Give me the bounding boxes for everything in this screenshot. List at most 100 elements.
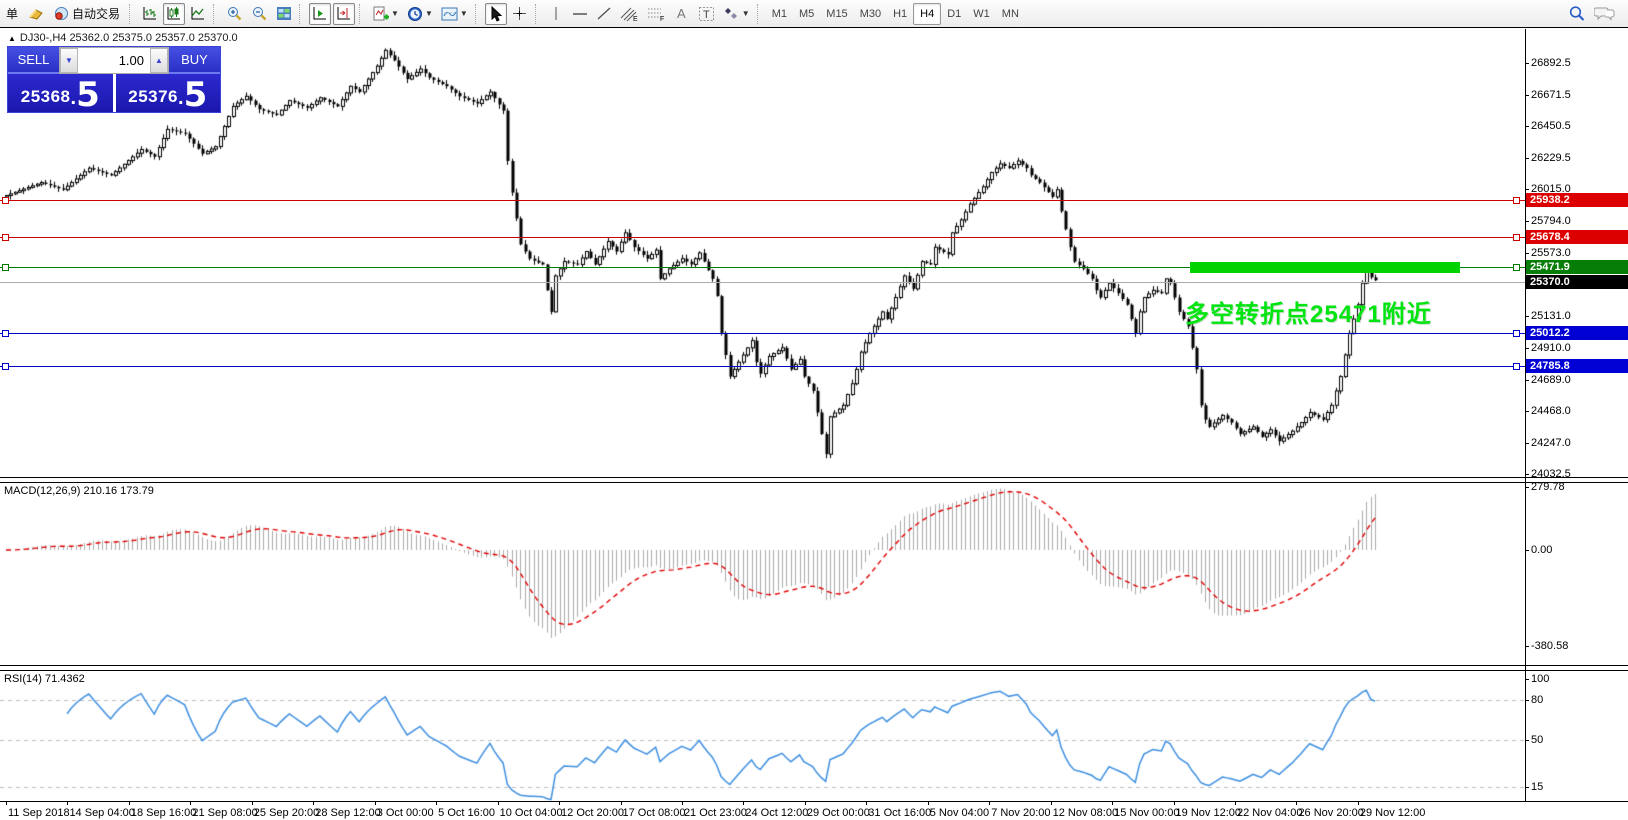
crosshair-icon[interactable] (509, 3, 531, 25)
time-tick (1173, 801, 1175, 805)
line-handle[interactable] (2, 330, 9, 337)
new-order-button[interactable]: 单 (1, 3, 23, 25)
journal-icon[interactable] (25, 3, 47, 25)
equidistant-channel-icon[interactable]: E (617, 3, 642, 25)
horizontal-level-line[interactable] (0, 200, 1525, 201)
chat-icon[interactable] (1591, 2, 1619, 24)
zoom-in-icon[interactable] (223, 3, 246, 25)
timeframe-H1[interactable]: H1 (893, 7, 908, 20)
highlight-zone[interactable] (1190, 262, 1460, 273)
time-tick (1235, 801, 1236, 805)
line-handle[interactable] (1513, 363, 1520, 370)
axis-tick-label: 26671.5 (1531, 89, 1571, 101)
axis-tick-label: -380.58 (1531, 640, 1569, 652)
timeframe-MN[interactable]: MN (1001, 7, 1019, 20)
svg-text:E: E (633, 16, 638, 22)
timeframe-M30[interactable]: M30 (859, 7, 882, 20)
line-handle[interactable] (1513, 197, 1520, 204)
timeframe-W1[interactable]: W1 (973, 7, 990, 20)
volume-decrease-button[interactable]: ▼ (60, 48, 78, 73)
timeframe-M5[interactable]: M5 (799, 7, 815, 20)
current-price-line (0, 282, 1525, 283)
line-handle[interactable] (1513, 264, 1520, 271)
toolbar-separator (474, 3, 481, 24)
rsi-canvas[interactable] (0, 669, 1525, 805)
line-handle[interactable] (2, 264, 9, 271)
timeframe-D1[interactable]: D1 (947, 7, 962, 20)
panel-separator[interactable] (0, 665, 1628, 671)
fibonacci-icon[interactable]: F (644, 3, 669, 25)
vertical-line-icon[interactable] (545, 3, 567, 25)
timeframe-M15[interactable]: M15 (826, 7, 848, 20)
toolbar-separator (213, 3, 219, 24)
zoom-out-icon[interactable] (248, 3, 271, 25)
buy-price[interactable]: 25376. 5 (115, 74, 220, 112)
sell-price-dot: . (70, 87, 77, 109)
cursor-icon[interactable] (484, 2, 507, 25)
indicators-button[interactable]: ▼ (369, 3, 402, 25)
time-tick (1112, 801, 1114, 805)
panel-separator[interactable] (0, 477, 1628, 483)
time-label: 25 Sep 20:00 (253, 807, 320, 819)
sell-price[interactable]: 25368. 5 (8, 74, 113, 112)
chart-window: ▲ DJ30-,H4 25362.0 25375.0 25357.0 25370… (0, 27, 1628, 820)
horizontal-level-line[interactable] (0, 267, 1525, 268)
macd-canvas[interactable] (0, 481, 1525, 665)
line-handle[interactable] (2, 197, 9, 204)
time-tick (1357, 801, 1359, 805)
axis-tick-label: 24468.0 (1531, 405, 1571, 417)
axis-tick-label: 0.00 (1531, 544, 1553, 556)
axis-tick (1525, 443, 1529, 444)
tile-windows-icon[interactable] (273, 3, 295, 25)
time-label: 12 Oct 20:00 (561, 807, 625, 819)
time-label: 24 Oct 12:00 (745, 807, 809, 819)
time-label: 19 Nov 12:00 (1175, 807, 1241, 819)
timeframe-H4[interactable]: H4 (913, 2, 942, 25)
horizontal-level-line[interactable] (0, 237, 1525, 238)
auto-scroll-icon[interactable] (309, 2, 332, 25)
horizontal-level-line[interactable] (0, 366, 1525, 367)
main-chart-canvas[interactable] (0, 30, 1525, 476)
periods-button[interactable]: ▼ (404, 3, 436, 25)
buy-price-main: 25376 (128, 87, 179, 106)
search-icon[interactable] (1565, 2, 1589, 24)
text-label-icon[interactable]: T (695, 3, 718, 25)
time-tick (6, 801, 7, 805)
toolbar-right-group (1564, 2, 1620, 24)
price-axis-line[interactable] (1525, 29, 1526, 802)
autotrading-button[interactable]: 自动交易 (49, 3, 125, 25)
timeframe-group: M1 M5 M15 M30 H1 H4 D1 W1 MN (766, 2, 1025, 25)
templates-button[interactable]: ▼ (438, 3, 471, 25)
text-icon[interactable]: A (671, 3, 693, 25)
line-handle[interactable] (2, 363, 9, 370)
arrows-button[interactable]: ▼ (720, 3, 753, 25)
price-badge: 25938.2 (1526, 193, 1628, 207)
horizontal-level-line[interactable] (0, 333, 1525, 334)
buy-button[interactable]: BUY (169, 47, 220, 74)
new-order-label: 单 (6, 7, 19, 21)
sell-button[interactable]: SELL (8, 47, 59, 74)
volume-value[interactable]: 1.00 (78, 48, 150, 73)
line-handle[interactable] (2, 234, 9, 241)
timeframe-M1[interactable]: M1 (771, 7, 787, 20)
axis-tick-label: 25794.0 (1531, 215, 1571, 227)
horizontal-line-icon[interactable] (569, 3, 591, 25)
line-handle[interactable] (1513, 234, 1520, 241)
time-label: 14 Sep 04:00 (69, 807, 135, 819)
trendline-icon[interactable] (593, 3, 615, 25)
chart-shift-icon[interactable] (333, 2, 356, 25)
time-label: 10 Oct 04:00 (499, 807, 563, 819)
candlestick-icon[interactable] (163, 2, 186, 25)
time-label: 12 Nov 08:00 (1052, 807, 1119, 819)
svg-text:A: A (677, 6, 686, 21)
line-chart-icon[interactable] (187, 3, 209, 25)
axis-tick-label: 24910.0 (1531, 342, 1571, 354)
line-handle[interactable] (1513, 330, 1520, 337)
bar-chart-icon[interactable] (139, 3, 161, 25)
volume-increase-button[interactable]: ▲ (150, 48, 168, 73)
time-tick (681, 801, 683, 805)
axis-tick-label: 279.78 (1531, 481, 1565, 493)
annotation-text[interactable]: 多空转折点25471附近 (1185, 301, 1432, 328)
time-tick (559, 801, 561, 805)
